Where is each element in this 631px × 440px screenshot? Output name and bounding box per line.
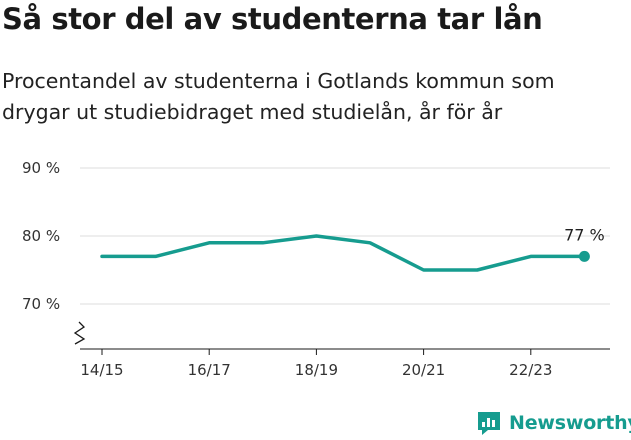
x-tick-label: 22/23 xyxy=(509,361,552,379)
x-tick-label: 16/17 xyxy=(188,361,231,379)
chart-subtitle: Procentandel av studenterna i Gotlands k… xyxy=(2,69,555,124)
x-tick-label: 18/19 xyxy=(295,361,338,379)
x-tick-label: 14/15 xyxy=(80,361,123,379)
axis-break-icon xyxy=(73,321,86,345)
x-tick-label: 20/21 xyxy=(402,361,445,379)
newsworthy-logo-icon xyxy=(478,411,500,435)
brand-name: Newsworthy xyxy=(509,412,631,434)
y-tick-label: 90 % xyxy=(22,159,60,177)
brand-logo: Newsworthy xyxy=(476,406,631,440)
y-tick-label: 70 % xyxy=(22,295,60,313)
y-tick-label: 80 % xyxy=(22,227,60,245)
chart-title: Så stor del av studenterna tar lån xyxy=(2,2,543,36)
series-line xyxy=(100,234,587,272)
end-value-label: 77 % xyxy=(564,225,605,244)
end-point xyxy=(578,250,590,262)
